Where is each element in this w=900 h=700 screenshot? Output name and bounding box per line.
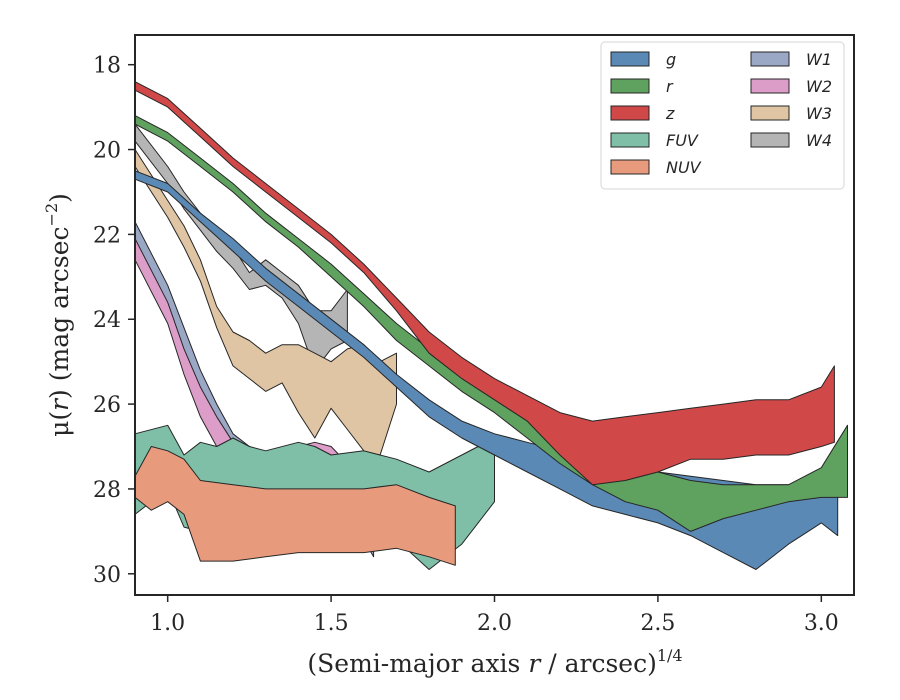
legend-label-w4: W4 — [806, 131, 832, 150]
y-tick-label: 30 — [93, 563, 121, 588]
legend-label-r: r — [666, 77, 674, 96]
y-axis: 18 20 22 24 26 28 30 — [93, 54, 135, 588]
legend-swatch-w3 — [750, 105, 790, 121]
y-tick-label: 26 — [93, 393, 121, 418]
x-axis-title-post: / arcsec) — [540, 649, 657, 678]
legend-swatch-w1 — [750, 51, 790, 67]
x-axis: 1.0 1.5 2.0 2.5 3.0 — [150, 595, 839, 636]
y-tick-label: 28 — [93, 478, 121, 503]
legend-label-fuv: FUV — [666, 131, 699, 150]
y-tick-label: 18 — [93, 54, 121, 79]
legend-label-w1: W1 — [806, 50, 832, 69]
y-axis-title-post: ) (mag arcsec — [45, 226, 74, 399]
y-tick-label: 24 — [93, 308, 121, 333]
x-tick-label: 1.5 — [314, 611, 349, 636]
legend-swatch-w2 — [750, 78, 790, 94]
x-tick-label: 2.5 — [640, 611, 675, 636]
y-axis-title-sup: −2 — [42, 203, 61, 227]
legend-swatch-r — [610, 78, 650, 94]
x-tick-label: 3.0 — [804, 611, 839, 636]
y-tick-label: 22 — [93, 223, 121, 248]
series-layer — [134, 81, 848, 570]
legend-swatch-z — [610, 105, 650, 121]
legend-label-w3: W3 — [806, 104, 832, 123]
series-band-g — [134, 170, 839, 570]
legend-swatch-w4 — [750, 132, 790, 148]
legend-swatch-nuv — [610, 159, 650, 175]
y-tick-label: 20 — [93, 139, 121, 164]
legend: grz FUV NUV W1 W2 W3 W4 — [600, 41, 845, 190]
series-band-z — [134, 81, 835, 486]
x-axis-title-pre: (Semi-major axis — [307, 649, 528, 678]
y-axis-title-pre: μ( — [45, 411, 74, 437]
series-band-r — [134, 115, 848, 532]
y-axis-title-close: ) — [45, 193, 74, 203]
legend-swatch-g — [610, 51, 650, 67]
x-axis-title-sup: 1/4 — [657, 646, 683, 665]
legend-label-g: g — [666, 50, 676, 69]
x-tick-label: 1.0 — [150, 611, 185, 636]
legend-label-z: z — [665, 104, 675, 123]
y-axis-title: μ(r) (mag arcsec−2) — [42, 193, 74, 437]
legend-swatch-fuv — [610, 132, 650, 148]
x-axis-title: (Semi-major axis r / arcsec)1/4 — [307, 646, 682, 678]
x-tick-label: 2.0 — [477, 611, 512, 636]
series-band-w3 — [134, 149, 397, 456]
legend-label-nuv: NUV — [666, 158, 702, 177]
legend-label-w2: W2 — [806, 77, 832, 96]
x-axis-title-var: r — [528, 649, 542, 678]
y-axis-title-var: r — [45, 397, 74, 411]
legend-items: grz FUV NUV W1 W2 W3 W4 — [610, 50, 832, 177]
series-band-nuv — [134, 446, 456, 566]
